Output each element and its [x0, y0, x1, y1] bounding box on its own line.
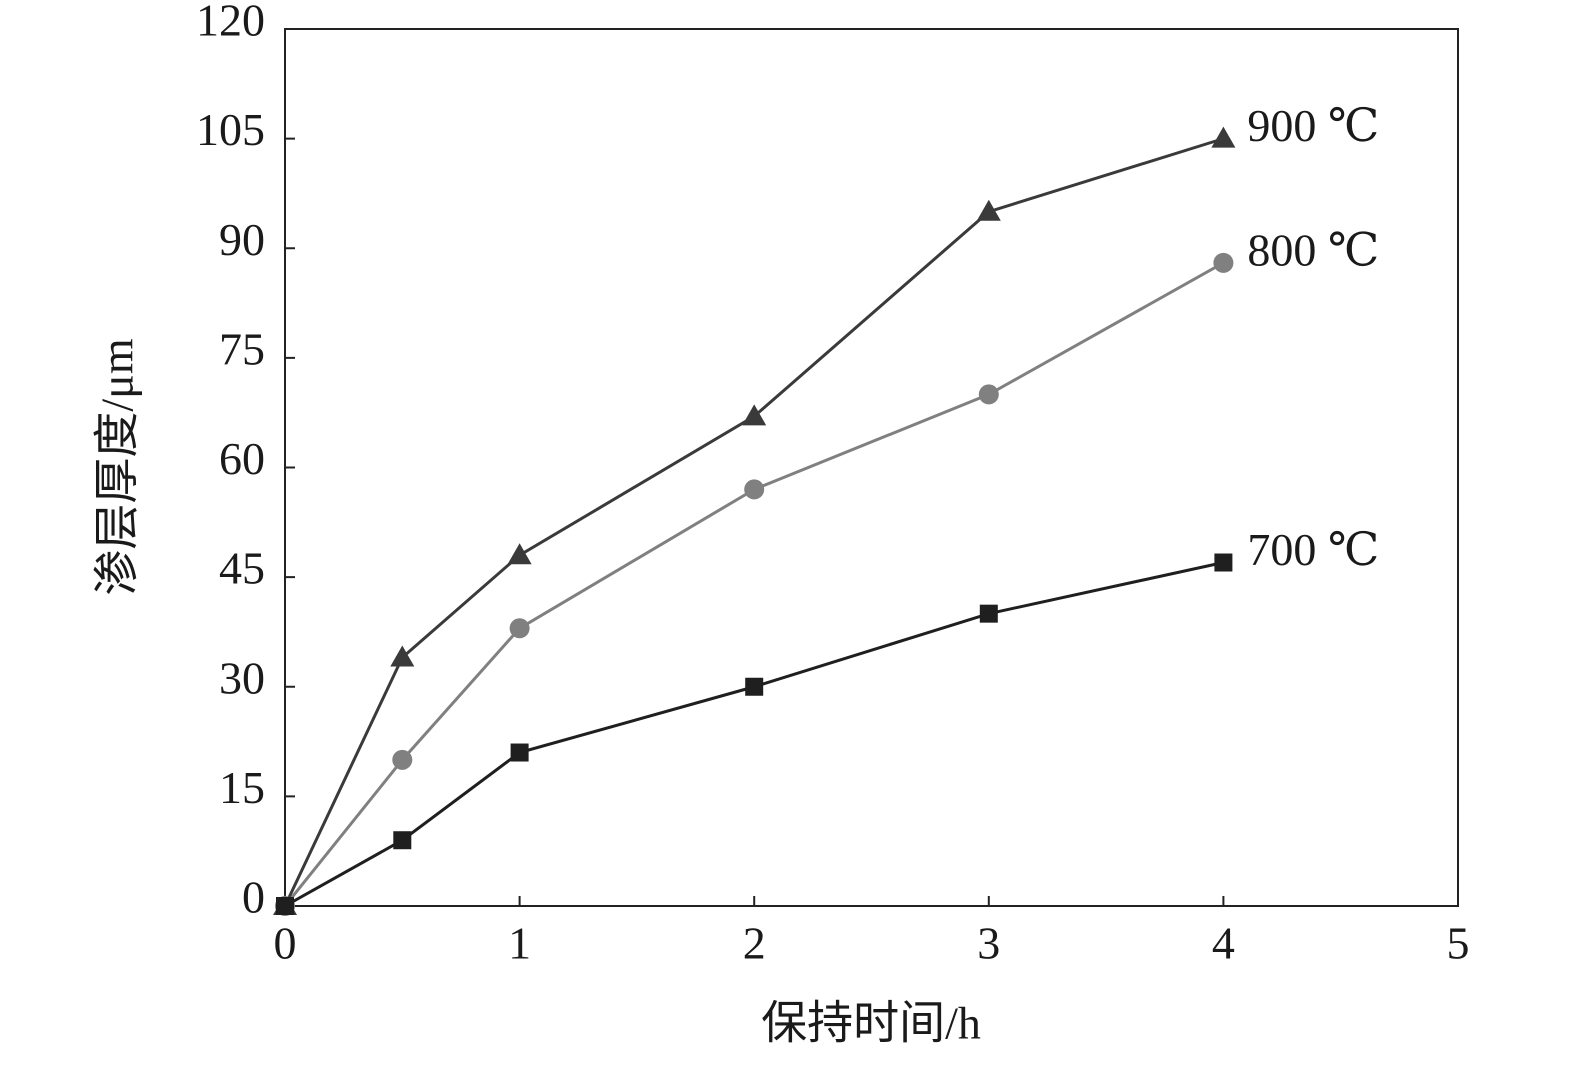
marker [745, 677, 764, 696]
y-tick-label: 105 [196, 104, 265, 155]
y-tick-label: 60 [219, 433, 265, 484]
marker [976, 199, 1001, 221]
x-tick-label: 2 [743, 918, 766, 969]
marker [507, 543, 532, 565]
marker [1214, 553, 1233, 572]
x-tick-label: 4 [1212, 918, 1235, 969]
y-tick-label: 120 [196, 0, 265, 46]
marker [1213, 252, 1234, 273]
x-tick-label: 5 [1447, 918, 1470, 969]
marker [392, 749, 413, 770]
y-tick-label: 0 [242, 872, 265, 923]
series-line [283, 137, 1224, 907]
marker [510, 743, 529, 762]
y-tick-label: 45 [219, 543, 265, 594]
y-tick-label: 15 [219, 762, 265, 813]
marker [979, 604, 998, 623]
marker [393, 831, 412, 850]
y-axis-label: 渗层厚度/μm [92, 338, 143, 595]
plot-frame [284, 28, 1459, 907]
y-tick-label: 90 [219, 214, 265, 265]
marker [742, 404, 767, 426]
series-label: 700 ℃ [1247, 524, 1379, 575]
series-label: 800 ℃ [1247, 224, 1379, 275]
marker [509, 618, 530, 639]
series-line [284, 561, 1224, 908]
series-line [283, 261, 1225, 907]
marker [978, 384, 999, 405]
x-tick-label: 3 [977, 918, 1000, 969]
y-tick-label: 75 [219, 323, 265, 374]
marker [390, 645, 415, 667]
marker [1211, 126, 1236, 148]
x-tick-label: 0 [274, 918, 297, 969]
marker [744, 479, 765, 500]
marker [276, 897, 294, 915]
y-tick-label: 30 [219, 652, 265, 703]
series-label: 900 ℃ [1247, 100, 1379, 151]
x-axis-label: 保持时间/h [761, 998, 981, 1049]
x-tick-label: 1 [508, 918, 531, 969]
